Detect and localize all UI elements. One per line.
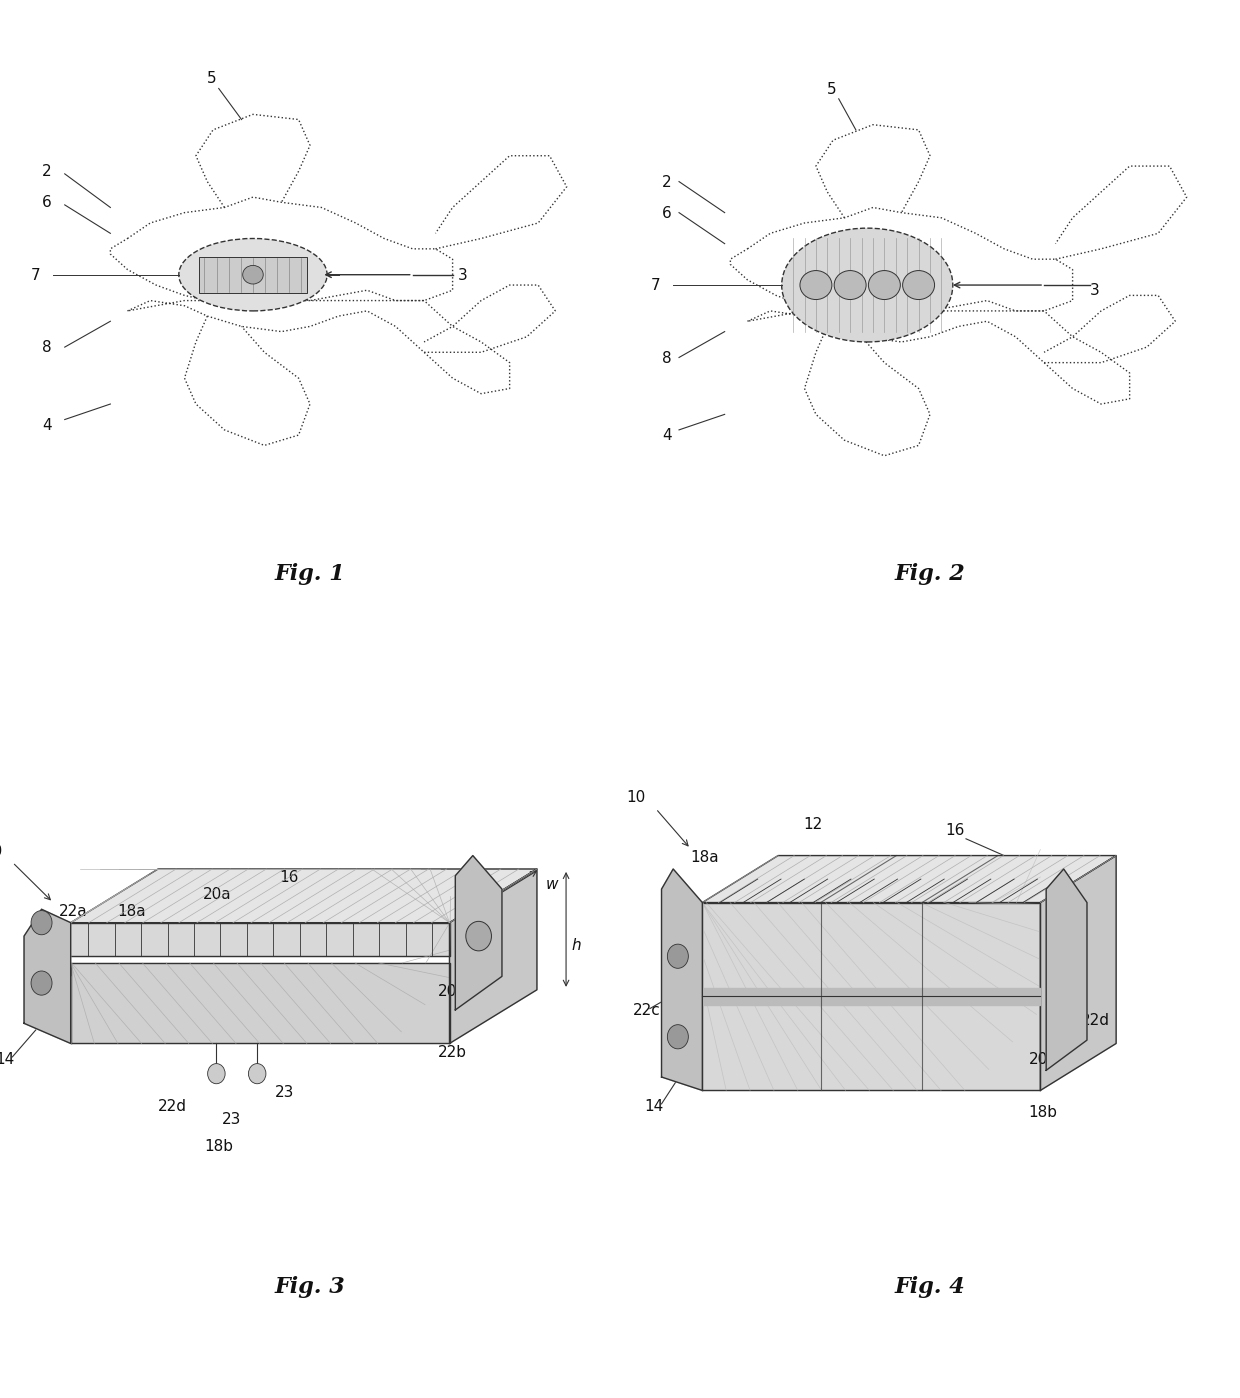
Text: 18a: 18a	[691, 850, 719, 865]
Circle shape	[868, 271, 900, 299]
Polygon shape	[71, 923, 449, 956]
Circle shape	[466, 921, 491, 951]
Polygon shape	[1040, 856, 1116, 1090]
Text: 7: 7	[31, 268, 40, 282]
Text: 23: 23	[274, 1085, 294, 1100]
Bar	[198, 257, 308, 292]
Polygon shape	[449, 870, 537, 1043]
Circle shape	[667, 1025, 688, 1048]
Text: 8: 8	[662, 351, 672, 366]
Text: 14: 14	[0, 1051, 14, 1067]
Text: 18b: 18b	[205, 1139, 233, 1153]
Text: Fig. 3: Fig. 3	[274, 1276, 346, 1299]
Ellipse shape	[781, 228, 952, 343]
Text: 14: 14	[644, 1099, 663, 1114]
Circle shape	[903, 271, 935, 299]
Text: 16: 16	[946, 823, 965, 839]
Circle shape	[248, 1064, 265, 1083]
Text: 6: 6	[42, 196, 52, 211]
Polygon shape	[455, 856, 502, 1009]
Text: 22d: 22d	[1081, 1012, 1110, 1028]
Text: 10: 10	[626, 790, 646, 805]
Polygon shape	[24, 909, 71, 1043]
Text: 8: 8	[42, 340, 52, 355]
Polygon shape	[702, 903, 1040, 1090]
Text: 4: 4	[42, 418, 52, 433]
Polygon shape	[702, 988, 1040, 1005]
Polygon shape	[662, 870, 702, 1090]
Text: 22c: 22c	[632, 1004, 660, 1018]
Text: 2: 2	[42, 165, 52, 179]
Text: Fig. 4: Fig. 4	[894, 1276, 966, 1299]
Text: 22a: 22a	[662, 891, 691, 906]
Text: 5: 5	[827, 81, 837, 96]
Text: 22b: 22b	[1047, 974, 1075, 990]
Text: 22a: 22a	[60, 905, 88, 918]
Text: 16: 16	[279, 871, 299, 885]
Polygon shape	[71, 963, 449, 1043]
Text: 22d: 22d	[159, 1099, 187, 1114]
Text: 10: 10	[0, 843, 2, 858]
Text: 5: 5	[207, 71, 217, 87]
Text: 3: 3	[459, 268, 467, 282]
Text: 7: 7	[651, 278, 660, 294]
Text: 22b: 22b	[438, 1044, 466, 1060]
Polygon shape	[71, 870, 537, 923]
Text: 2: 2	[662, 175, 672, 190]
Polygon shape	[702, 856, 1116, 903]
Text: 3: 3	[1090, 284, 1100, 298]
Circle shape	[207, 1064, 226, 1083]
Circle shape	[243, 266, 263, 284]
Circle shape	[835, 271, 866, 299]
Text: Fig. 1: Fig. 1	[274, 563, 346, 586]
Text: 18a: 18a	[118, 905, 146, 918]
Text: 20a: 20a	[203, 888, 232, 902]
Text: 20b: 20b	[438, 984, 466, 1000]
Polygon shape	[1047, 870, 1087, 1071]
Circle shape	[31, 910, 52, 935]
Ellipse shape	[179, 239, 327, 310]
Text: 18b: 18b	[1029, 1106, 1058, 1120]
Text: w: w	[546, 877, 558, 892]
Text: Fig. 2: Fig. 2	[894, 563, 966, 586]
Circle shape	[800, 271, 832, 299]
Circle shape	[31, 972, 52, 995]
Text: 20b: 20b	[1029, 1051, 1058, 1067]
Text: 12: 12	[804, 816, 823, 832]
Circle shape	[667, 944, 688, 969]
Text: h: h	[572, 938, 582, 952]
Text: 6: 6	[662, 206, 672, 221]
Text: 4: 4	[662, 428, 672, 443]
Text: 23: 23	[222, 1111, 242, 1127]
